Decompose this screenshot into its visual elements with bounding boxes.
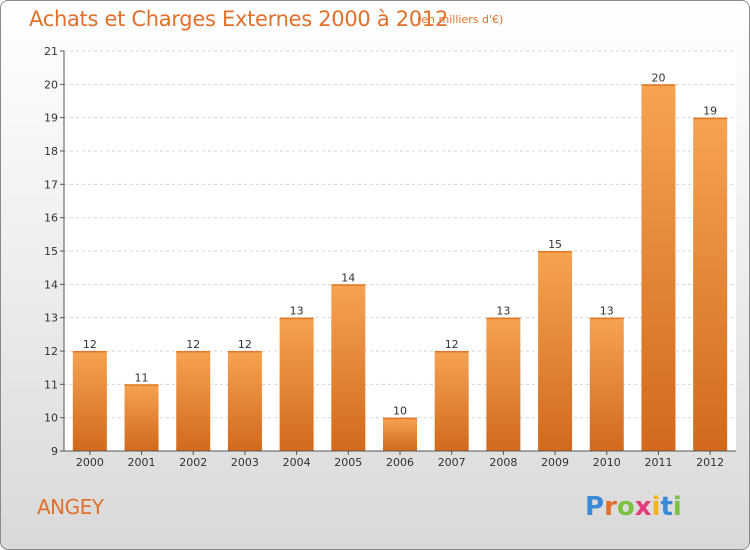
- value-label: 10: [393, 405, 407, 418]
- value-label: 13: [290, 305, 304, 318]
- bar-top-edge: [383, 417, 417, 420]
- bar: [641, 84, 676, 451]
- bar: [589, 317, 624, 451]
- value-label: 12: [445, 338, 459, 351]
- bar-top-edge: [124, 384, 159, 386]
- x-tick-label: 2009: [541, 456, 569, 469]
- y-tick-label: 18: [44, 145, 58, 158]
- bar-top-edge: [331, 284, 366, 286]
- bar-top-edge: [72, 351, 107, 353]
- bars: [72, 84, 728, 452]
- value-label: 12: [238, 338, 252, 351]
- y-tick-label: 15: [44, 245, 58, 258]
- y-tick-label: 21: [44, 45, 58, 58]
- x-tick-label: 2000: [76, 456, 104, 469]
- proxiti-logo-mark: Proxiti: [585, 492, 682, 522]
- value-label: 13: [600, 305, 614, 318]
- value-label: 14: [341, 271, 355, 284]
- value-label: 12: [186, 338, 200, 351]
- proxiti-logo[interactable]: Proxiti: [583, 487, 693, 523]
- bar-top-edge: [693, 117, 728, 120]
- bar: [124, 384, 159, 451]
- value-label: 19: [703, 105, 717, 118]
- value-label: 15: [548, 238, 562, 251]
- bar-top-edge: [589, 317, 624, 320]
- bar-top-edge: [641, 84, 676, 86]
- x-tick-label: 2011: [644, 456, 672, 469]
- bar: [176, 351, 211, 451]
- y-tick-label: 16: [44, 212, 58, 225]
- logo-text: Proxiti: [585, 492, 682, 522]
- bar-top-edge: [176, 351, 211, 353]
- value-label: 12: [83, 338, 97, 351]
- bar-top-edge: [538, 251, 573, 253]
- x-tick-label: 2010: [593, 456, 621, 469]
- bar-top-edge: [486, 317, 521, 320]
- bar-top-edge: [434, 351, 469, 353]
- y-tick-label: 9: [51, 445, 58, 458]
- y-tick-label: 11: [44, 378, 58, 391]
- bar-top-edge: [279, 317, 314, 320]
- bar-top-edge: [227, 351, 262, 353]
- bar: [227, 351, 262, 451]
- bar: [486, 317, 521, 451]
- x-tick-label: 2007: [438, 456, 466, 469]
- x-tick-label: 2002: [179, 456, 207, 469]
- bar: [72, 351, 107, 451]
- y-tick-label: 19: [44, 112, 58, 125]
- value-label: 13: [496, 305, 510, 318]
- value-label: 11: [135, 371, 149, 384]
- y-axis: 9 10 11 12 13 14 15 16 17 18 19 20 21: [44, 45, 65, 458]
- y-tick-label: 10: [44, 412, 58, 425]
- bar: [331, 284, 366, 451]
- y-tick-label: 14: [44, 278, 58, 291]
- x-tick-label: 2001: [128, 456, 156, 469]
- bar: [538, 251, 573, 451]
- chart-subtitle: (en milliers d'€): [417, 13, 504, 26]
- bar: [434, 351, 469, 451]
- chart-title: Achats et Charges Externes 2000 à 2012: [29, 7, 449, 31]
- x-tick-label: 2012: [696, 456, 724, 469]
- y-tick-label: 17: [44, 178, 58, 191]
- y-tick-label: 13: [44, 312, 58, 325]
- y-tick-label: 20: [44, 78, 58, 91]
- commune-name: ANGEY: [37, 495, 104, 519]
- bar: [693, 117, 728, 452]
- bar: [383, 417, 417, 451]
- x-axis: 2000 2001 2002 2003 2004 2005 2006 2007 2008 2009…: [64, 450, 736, 469]
- x-tick-label: 2005: [334, 456, 362, 469]
- x-tick-label: 2008: [489, 456, 517, 469]
- bar: [279, 317, 314, 451]
- x-tick-label: 2004: [283, 456, 311, 469]
- value-label: 20: [651, 71, 665, 84]
- y-tick-label: 12: [44, 345, 58, 358]
- x-tick-label: 2006: [386, 456, 414, 469]
- value-labels: 12 11 12 12 13 14 10 12 13 15 13 20 19: [83, 71, 717, 417]
- x-tick-label: 2003: [231, 456, 259, 469]
